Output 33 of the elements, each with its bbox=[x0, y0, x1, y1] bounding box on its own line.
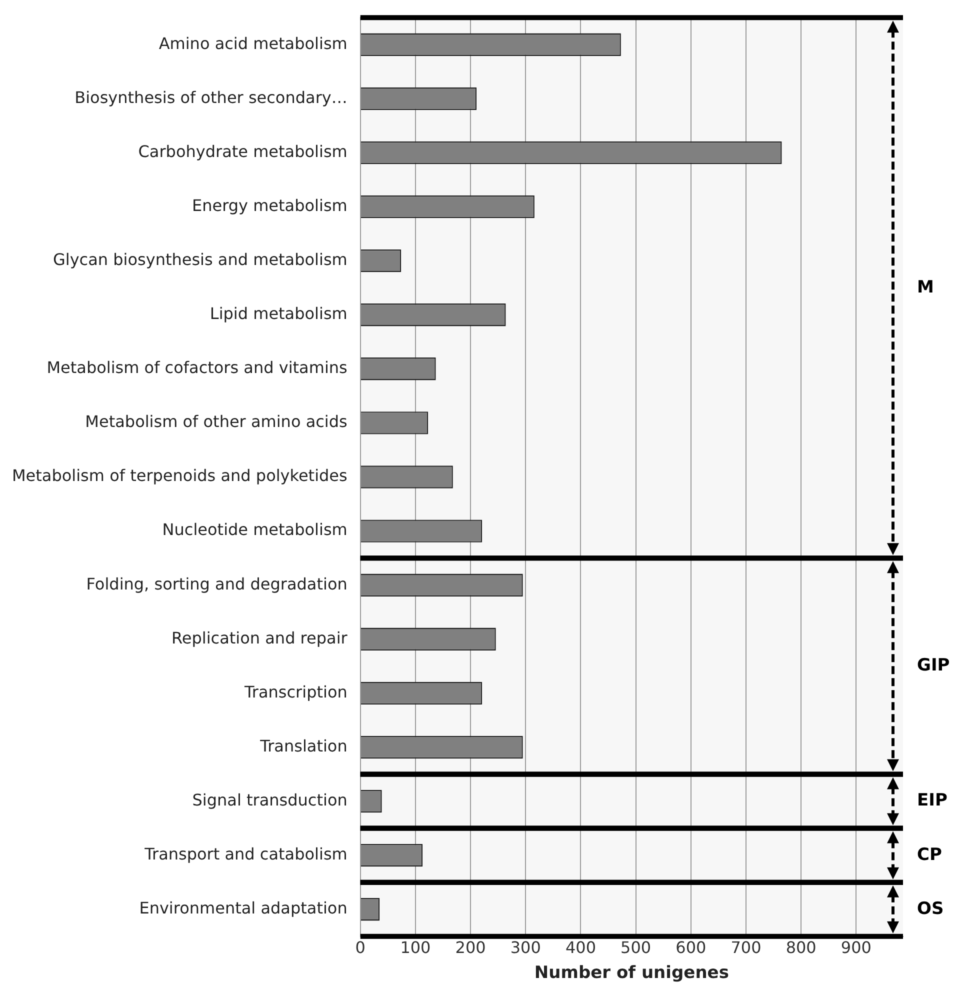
x-tick-label: 800 bbox=[786, 938, 816, 958]
x-axis-title: Number of unigenes bbox=[534, 963, 729, 984]
y-tick-label: Folding, sorting and degradation bbox=[86, 574, 348, 594]
x-tick-label: 200 bbox=[455, 938, 486, 958]
band-label: CP bbox=[917, 844, 942, 865]
x-tick-label: 900 bbox=[840, 938, 872, 958]
band-label: EIP bbox=[917, 790, 948, 811]
y-tick-label: Transport and catabolism bbox=[144, 844, 348, 864]
x-tick-label: 700 bbox=[730, 938, 762, 958]
x-tick-label: 500 bbox=[620, 938, 652, 958]
y-tick-label: Signal transduction bbox=[192, 790, 348, 810]
y-tick-label: Environmental adaptation bbox=[139, 898, 348, 918]
band-label: M bbox=[917, 277, 934, 298]
x-tick-label: 400 bbox=[565, 938, 596, 958]
x-tick-label: 600 bbox=[676, 938, 706, 958]
y-tick-label: Nucleotide metabolism bbox=[162, 520, 348, 540]
x-tick-label: 100 bbox=[400, 938, 431, 958]
x-tick-label: 0 bbox=[355, 938, 366, 958]
y-tick-label: Glycan biosynthesis and metabolism bbox=[52, 250, 348, 269]
y-tick-label: Biosynthesis of other secondary… bbox=[74, 88, 348, 107]
x-tick-label: 300 bbox=[510, 938, 541, 958]
y-tick-label: Lipid metabolism bbox=[210, 304, 348, 324]
y-tick-label: Replication and repair bbox=[171, 628, 348, 648]
y-tick-label: Energy metabolism bbox=[192, 196, 348, 215]
y-tick-label: Amino acid metabolism bbox=[158, 34, 348, 53]
y-tick-label: Carbohydrate metabolism bbox=[138, 142, 348, 161]
y-tick-label: Transcription bbox=[243, 682, 348, 702]
y-tick-label: Translation bbox=[259, 736, 348, 756]
band-label: OS bbox=[917, 898, 944, 919]
y-tick-label: Metabolism of terpenoids and polyketides bbox=[12, 466, 348, 486]
band-label: GIP bbox=[917, 656, 950, 676]
y-tick-label: Metabolism of cofactors and vitamins bbox=[46, 358, 348, 378]
y-tick-label: Metabolism of other amino acids bbox=[85, 412, 348, 432]
